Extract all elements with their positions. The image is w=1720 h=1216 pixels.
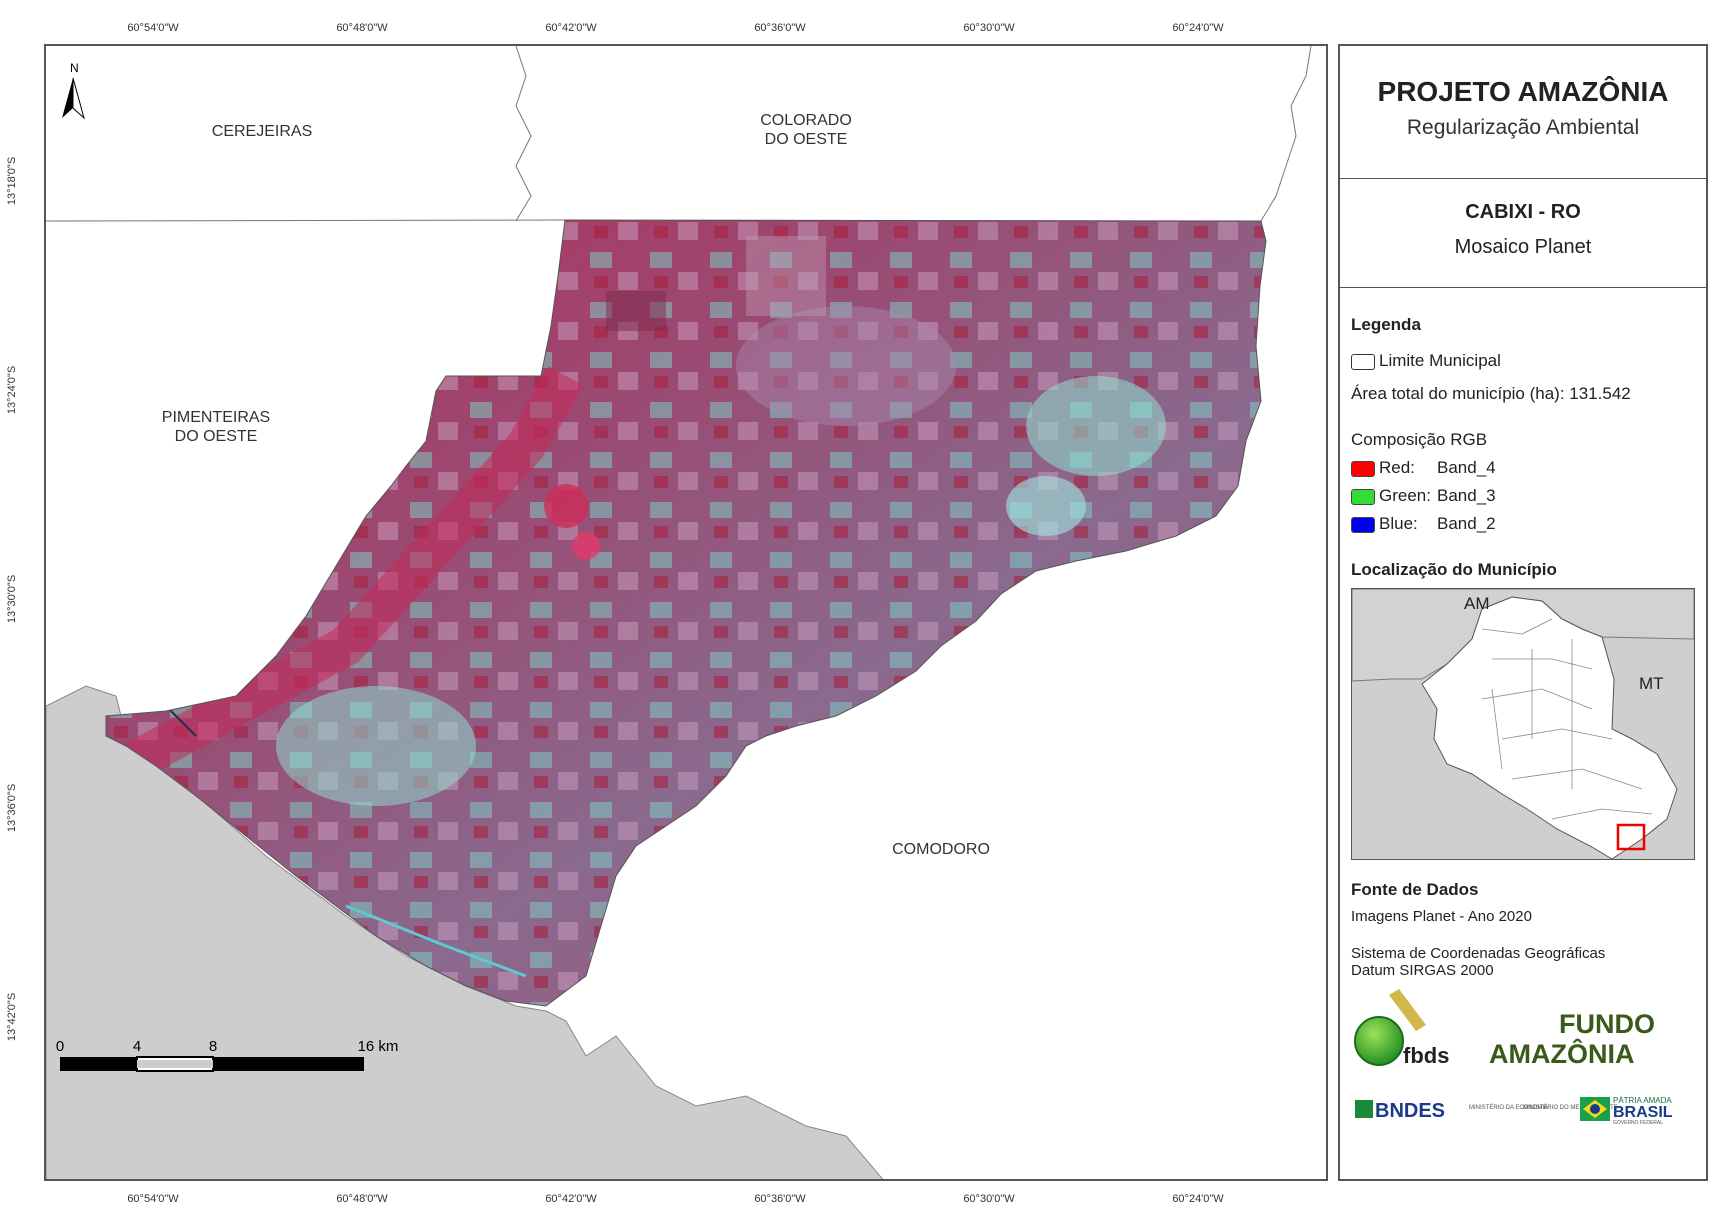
patria-text: PÁTRIA AMADA [1613,1096,1672,1105]
scale-label-4: 4 [133,1038,141,1055]
limit-swatch-icon [1351,353,1375,370]
legend-panel: PROJETO AMAZÔNIA Regularização Ambiental… [1338,44,1708,1181]
lon-tick-top-2: 60°48'0"W [336,22,388,34]
lon-tick-bottom-6: 60°24'0"W [1172,1193,1224,1205]
bndes-text: BNDES [1375,1100,1445,1122]
locator-highlight-box [1616,823,1646,851]
band-red-label: Red: [1379,458,1415,477]
band-row-green: Green: Band_3 [1351,486,1706,506]
legend-heading: Legenda [1351,315,1421,334]
lon-tick-bottom-3: 60°42'0"W [545,1193,597,1205]
lat-tick-left-2: 13°24'0"S [6,365,18,415]
sources-line3: Datum SIRGAS 2000 [1351,962,1494,979]
boundary-colorado-mt [1260,46,1312,222]
lon-tick-top-4: 60°36'0"W [754,22,806,34]
limit-row: Limite Municipal [1351,351,1706,371]
locator-am-label: AM [1464,594,1490,613]
legend-section: Legenda Limite Municipal Área total do m… [1340,315,1706,1173]
fundo-text: FUNDO [1559,1009,1655,1039]
lon-tick-top-1: 60°54'0"W [127,22,179,34]
brasil-text: BRASIL [1613,1104,1673,1121]
lat-tick-left-5: 13°42'0"S [6,992,18,1042]
fbds-text: fbds [1403,1043,1449,1068]
band-green-value: Band_3 [1437,486,1496,505]
scale-label-8: 8 [209,1038,217,1055]
min-meio-ambiente-text: MINISTÉRIO DO MEIO AMBIENTE [1523,1104,1618,1111]
limit-label: Limite Municipal [1379,351,1501,370]
municipality-name: CABIXI - RO [1465,201,1581,223]
lon-tick-top-6: 60°24'0"W [1172,22,1224,34]
area-label: Área total do município (ha): 131.542 [1351,384,1631,403]
scale-bar: 0 4 8 16 km [56,1038,399,1072]
governo-text: GOVERNO FEDERAL [1613,1120,1663,1126]
blue-swatch-icon [1351,516,1375,533]
rgb-heading: Composição RGB [1351,430,1488,449]
project-title: PROJETO AMAZÔNIA [1377,76,1669,107]
north-arrow-icon: N [62,61,85,120]
municipality-section: CABIXI - RO Mosaico Planet [1340,179,1706,288]
band-green-label: Green: [1379,486,1431,505]
boundary-cerejeiras-colorado [515,46,532,222]
lat-tick-left-1: 13°18'0"S [6,156,18,206]
sources-line2: Sistema de Coordenadas Geográficas [1351,945,1606,962]
map-canvas[interactable]: CEREJEIRAS COLORADO DO OESTE PIMENTEIRAS… [46,46,1328,1181]
fundo-amazonia-logo: FUNDO AMAZÔNIA [1489,1009,1655,1069]
logos-area: fbds FUNDO AMAZÔNIA BNDES MINISTÉRIO DA … [1351,983,1706,1173]
label-comodoro: COMODORO [892,841,990,858]
label-colorado-2: DO OESTE [765,131,848,148]
label-pimenteiras-1: PIMENTEIRAS [162,409,270,426]
title-section: PROJETO AMAZÔNIA Regularização Ambiental [1340,46,1706,179]
band-blue-label: Blue: [1379,514,1418,533]
min-economia-text: MINISTÉRIO DA ECONOMIA [1469,1104,1548,1111]
logos-svg: fbds FUNDO AMAZÔNIA BNDES MINISTÉRIO DA … [1354,989,1673,1126]
north-label: N [70,61,79,75]
locator-map-svg: AM MT [1352,589,1694,859]
band-red-value: Band_4 [1437,458,1496,477]
label-cerejeiras: CEREJEIRAS [212,123,312,140]
lat-tick-left-3: 13°30'0"S [6,574,18,624]
lon-tick-bottom-2: 60°48'0"W [336,1193,388,1205]
lon-tick-top-3: 60°42'0"W [545,22,597,34]
bndes-logo: BNDES [1355,1100,1445,1122]
band-blue-value: Band_2 [1437,514,1496,533]
location-heading: Localização do Município [1351,560,1557,579]
boundary-cerejeiras [46,219,566,222]
map-frame[interactable]: CEREJEIRAS COLORADO DO OESTE PIMENTEIRAS… [44,44,1328,1181]
green-swatch-icon [1351,488,1375,505]
sources-heading: Fonte de Dados [1351,880,1479,899]
lat-tick-left-4: 13°36'0"S [6,783,18,833]
brasil-logo: PÁTRIA AMADA BRASIL GOVERNO FEDERAL [1580,1096,1673,1126]
project-subtitle: Regularização Ambiental [1406,116,1640,139]
lon-tick-bottom-5: 60°30'0"W [963,1193,1015,1205]
lon-tick-top-5: 60°30'0"W [963,22,1015,34]
locator-map[interactable]: AM MT [1351,588,1695,860]
band-row-red: Red: Band_4 [1351,458,1706,478]
band-row-blue: Blue: Band_2 [1351,514,1706,534]
lon-tick-bottom-4: 60°36'0"W [754,1193,806,1205]
sources-line1: Imagens Planet - Ano 2020 [1351,908,1532,925]
fbds-logo: fbds [1354,989,1449,1068]
label-colorado-1: COLORADO [760,112,852,129]
scale-label-16: 16 km [358,1038,399,1055]
label-pimenteiras-2: DO OESTE [175,428,258,445]
red-swatch-icon [1351,460,1375,477]
mosaic-label: Mosaico Planet [1454,236,1592,258]
amazonia-text: AMAZÔNIA [1489,1038,1634,1069]
scale-label-0: 0 [56,1038,64,1055]
lon-tick-bottom-1: 60°54'0"W [127,1193,179,1205]
locator-mt-label: MT [1639,674,1664,693]
